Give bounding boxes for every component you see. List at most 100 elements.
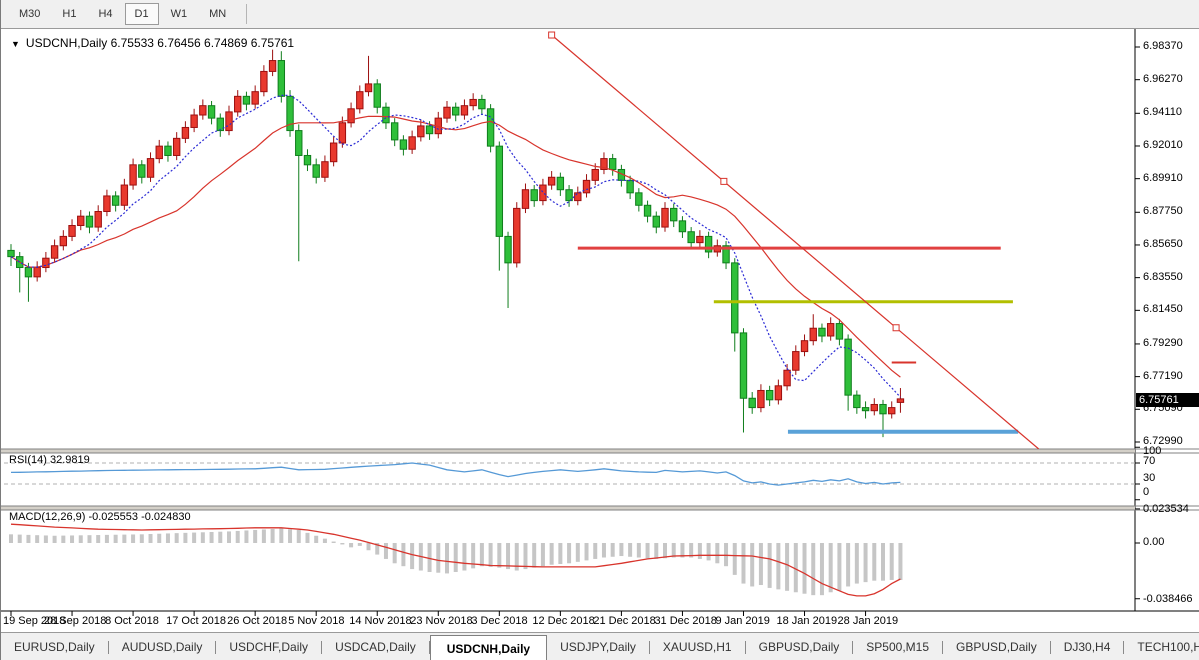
candle <box>356 91 364 110</box>
macd-histogram-bar <box>35 535 40 543</box>
chart-tab-usdcad-3[interactable]: USDCAD,Daily <box>335 640 416 654</box>
candle <box>452 106 460 116</box>
macd-histogram-bar <box>663 543 667 559</box>
macd-histogram-bar <box>261 529 266 543</box>
chart-tab-usdcnh-4[interactable]: USDCNH,Daily <box>429 635 548 660</box>
price-axis-label: 6.77190 <box>1143 369 1183 382</box>
macd-histogram-bar <box>17 534 22 543</box>
macd-histogram-bar <box>288 529 293 543</box>
chart-tab-bar: EURUSD,Daily AUDUSD,Daily USDCHF,Daily USDC… <box>1 632 1199 660</box>
ma-fast-line <box>10 94 901 398</box>
trendline-handle[interactable] <box>720 177 728 185</box>
candle <box>338 122 347 144</box>
candle <box>50 245 59 259</box>
macd-histogram-bar <box>375 543 380 555</box>
trendline-handle[interactable] <box>548 31 556 39</box>
candle <box>748 397 756 409</box>
timeframe-button-w1[interactable]: W1 <box>170 8 188 20</box>
chart-tab-usdchf-2[interactable]: USDCHF,Daily <box>229 640 309 654</box>
candle <box>861 407 870 412</box>
price-axis-label: 6.89910 <box>1143 171 1183 184</box>
candle <box>329 142 338 163</box>
trendline-handle[interactable] <box>892 324 900 332</box>
candle <box>216 117 224 132</box>
chart-tab-gbpusd-7[interactable]: GBPUSD,Daily <box>758 640 840 654</box>
timeframe-button-d1[interactable]: D1 <box>124 3 159 25</box>
candle <box>783 369 791 387</box>
candle <box>800 340 809 353</box>
macd-histogram-bar <box>322 538 327 543</box>
macd-histogram-bar <box>523 543 528 570</box>
macd-histogram-bar <box>889 543 894 580</box>
macd-histogram-bar <box>776 543 781 590</box>
chart-tab-eurusd-0[interactable]: EURUSD,Daily <box>14 640 95 654</box>
timeframe-button-h4[interactable]: H4 <box>98 8 113 20</box>
chart-canvas[interactable] <box>1 29 1199 632</box>
macd-histogram-bar <box>619 543 624 557</box>
chart-tab-audusd-1[interactable]: AUDUSD,Daily <box>121 640 203 654</box>
macd-histogram-bar <box>340 543 345 545</box>
candle <box>896 398 905 403</box>
macd-histogram-bar <box>445 543 449 574</box>
candle <box>303 154 312 166</box>
timeframe-button-h1[interactable]: H1 <box>62 8 77 20</box>
chart-tab-gbpusd-9[interactable]: GBPUSD,Daily <box>956 640 1037 654</box>
macd-histogram-bar <box>689 543 694 558</box>
macd-histogram-bar <box>279 528 284 543</box>
macd-histogram-bar <box>549 543 554 565</box>
candle <box>295 130 303 156</box>
macd-histogram-bar <box>427 543 432 572</box>
macd-histogram-bar <box>209 531 214 543</box>
trendline-object[interactable] <box>551 34 1040 449</box>
macd-histogram-bar <box>139 534 144 543</box>
candle <box>85 215 94 228</box>
candle <box>242 95 251 105</box>
candle <box>364 83 373 93</box>
candle <box>626 179 634 194</box>
macd-histogram-bar <box>43 535 48 543</box>
macd-histogram-bar <box>488 543 493 567</box>
symbol-dropdown-icon[interactable]: ▼ <box>11 39 20 49</box>
chart-title: ▼ USDCNH,Daily 6.75533 6.76456 6.74869 6.… <box>11 36 294 50</box>
macd-histogram-bar <box>854 543 859 584</box>
current-price-tag: 6.75761 <box>1136 393 1199 407</box>
main-plot[interactable] <box>7 31 1040 449</box>
date-axis-label: 18 Jan 2019 <box>776 615 838 627</box>
macd-histogram-bar <box>96 535 101 543</box>
chart-tab-sp500-8[interactable]: SP500,M15 <box>866 640 930 654</box>
timeframe-button-mn[interactable]: MN <box>209 8 227 20</box>
price-axis-label: 6.98370 <box>1143 40 1183 52</box>
candle <box>530 189 538 202</box>
tab-separator <box>215 640 217 654</box>
panel-splitter[interactable] <box>1 449 1135 453</box>
candle <box>556 176 565 191</box>
candle <box>7 249 15 258</box>
price-axis-label: 6.85650 <box>1143 237 1183 250</box>
candle <box>146 158 155 178</box>
rsi-axis-label: 70 <box>1143 455 1156 467</box>
candle <box>731 262 739 334</box>
macd-histogram-bar <box>732 543 737 575</box>
date-axis-label: 31 Dec 2018 <box>654 615 717 627</box>
candle <box>111 195 120 206</box>
chart-tab-usdjpy-5[interactable]: USDJPY,Daily <box>560 640 636 654</box>
macd-histogram-bar <box>61 535 66 543</box>
candle <box>853 394 861 409</box>
macd-histogram-bar <box>78 535 83 543</box>
timeframe-button-m30[interactable]: M30 <box>19 8 41 20</box>
macd-histogram-bar <box>863 543 868 583</box>
candle <box>792 351 800 371</box>
candle <box>818 327 826 337</box>
chart-window[interactable]: ▼ USDCNH,Daily 6.75533 6.76456 6.74869 6.… <box>1 29 1199 632</box>
chart-tab-tech100-11[interactable]: TECH100,H1 <box>1137 640 1199 654</box>
chart-tab-xauusd-6[interactable]: XAUUSD,H1 <box>662 640 732 654</box>
panel-splitter[interactable] <box>1 506 1135 510</box>
macd-histogram-bar <box>767 543 772 588</box>
macd-histogram-bar <box>174 533 179 543</box>
candle <box>504 235 512 264</box>
candle <box>661 207 669 228</box>
candle <box>757 389 765 409</box>
candle <box>870 403 878 412</box>
chart-tab-dj30-10[interactable]: DJ30,H4 <box>1063 640 1111 654</box>
